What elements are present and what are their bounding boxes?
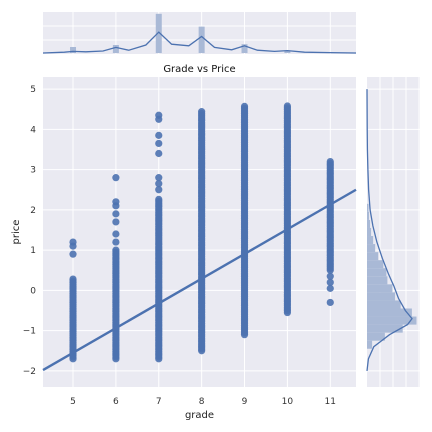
x-tick-label: 6 — [113, 397, 119, 407]
y-tick-label: −2 — [23, 367, 36, 377]
y-tick-label: 2 — [30, 206, 36, 216]
chart-title: Grade vs Price — [163, 64, 235, 75]
scatter-point — [155, 111, 163, 119]
right-hist-bar — [367, 276, 388, 285]
scatter-point — [112, 246, 120, 254]
scatter-points — [69, 102, 334, 363]
scatter-point — [112, 198, 120, 206]
x-tick-labels: 5 6 7 8 9 10 11 — [70, 397, 336, 407]
x-tick-label: 7 — [156, 397, 162, 407]
y-tick-label: 1 — [30, 246, 36, 256]
right-hist-bar — [367, 292, 396, 301]
regression-line — [42, 188, 357, 372]
scatter-point — [155, 131, 163, 139]
right-hist-bar — [367, 236, 374, 245]
top-hist-bar — [241, 44, 248, 53]
right-marginal-histogram — [367, 203, 417, 349]
x-tick-label: 8 — [199, 397, 205, 407]
right-hist-bar — [367, 316, 417, 325]
y-tick-labels: −2 −1 0 1 2 3 4 5 — [23, 85, 37, 377]
y-axis-label: price — [11, 220, 22, 245]
scatter-point — [326, 298, 334, 307]
scatter-point — [112, 238, 120, 246]
x-tick-label: 5 — [70, 397, 76, 407]
top-hist-bar — [284, 50, 291, 53]
right-hist-bar — [367, 227, 372, 237]
scatter-point — [155, 139, 163, 148]
scatter-point — [240, 102, 249, 110]
right-hist-bar — [367, 203, 369, 212]
y-tick-label: 3 — [30, 166, 36, 176]
y-tick-label: 4 — [30, 125, 36, 135]
x-tick-label: 9 — [242, 397, 248, 407]
right-hist-bar — [367, 219, 371, 228]
right-hist-bar — [367, 324, 403, 333]
scatter-point — [155, 186, 163, 194]
scatter-point — [155, 180, 163, 188]
right-hist-bar — [367, 340, 373, 349]
scatter-point — [112, 230, 120, 238]
scatter-point — [112, 218, 120, 226]
scatter-point — [69, 275, 77, 283]
scatter-point — [69, 250, 77, 258]
right-marginal-kde-line — [366, 89, 413, 371]
scatter-point — [69, 238, 77, 246]
x-tick-label: 11 — [325, 397, 336, 407]
scatter-point — [112, 174, 120, 182]
top-hist-bar — [112, 45, 119, 53]
right-hist-bar — [367, 260, 384, 269]
scatter-point — [155, 195, 163, 203]
top-hist-bar — [155, 13, 162, 54]
scatter-point — [112, 210, 120, 218]
right-hist-bar — [367, 268, 387, 277]
right-marginal — [366, 77, 420, 387]
scatter-point — [326, 284, 334, 292]
scatter-point — [326, 278, 334, 286]
scatter-point — [326, 272, 334, 280]
x-axis-label: grade — [185, 410, 214, 421]
main-plot: 5 6 7 8 9 10 11 −2 −1 0 1 2 3 4 5 Grade vs Price grad… — [11, 64, 357, 421]
right-hist-bar — [367, 211, 370, 220]
right-hist-bar — [367, 300, 401, 309]
y-tick-label: −1 — [23, 327, 36, 337]
y-tick-label: 5 — [30, 85, 36, 95]
scatter-point — [283, 102, 291, 110]
scatter-point — [326, 157, 334, 166]
top-marginal-kde-line — [42, 31, 357, 54]
right-hist-bar — [367, 308, 412, 317]
top-marginal — [42, 12, 357, 54]
x-tick-label: 10 — [282, 397, 294, 407]
right-hist-bar — [367, 252, 379, 261]
right-hist-bar — [367, 284, 393, 293]
y-tick-label: 0 — [30, 286, 36, 296]
scatter-point — [198, 108, 206, 116]
right-hist-bar — [367, 244, 376, 253]
scatter-point — [155, 174, 163, 182]
scatter-point — [155, 149, 163, 158]
top-hist-bar — [198, 26, 205, 53]
right-hist-bar — [367, 332, 385, 341]
top-hist-bar — [70, 47, 77, 53]
